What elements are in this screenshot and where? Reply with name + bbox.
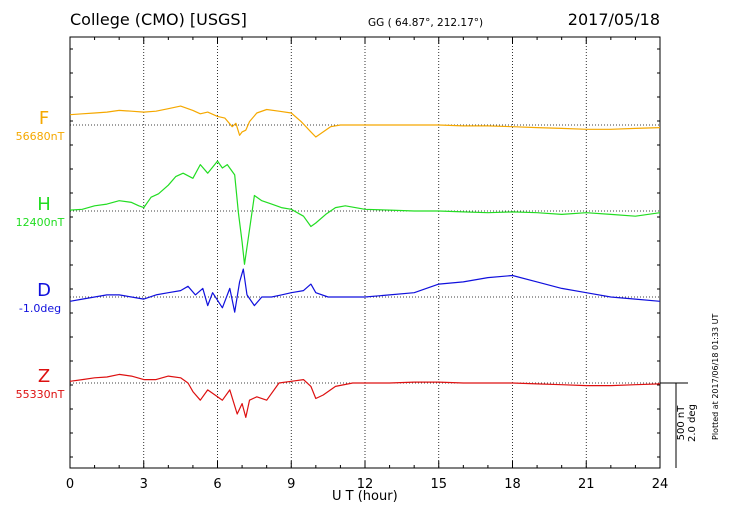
scale-bar-nt: 500 nT [676, 405, 687, 441]
x-axis-label: U T (hour) [332, 489, 398, 504]
series-line-h [69, 160, 661, 265]
panel-name-f: F [38, 108, 50, 129]
panel-name-h: H [37, 194, 51, 215]
x-tick-label: 3 [140, 477, 148, 492]
x-tick-label: 15 [430, 477, 447, 492]
chart-title: College (CMO) [USGS] [70, 10, 247, 29]
panel-baseline-h: 12400nT [15, 216, 65, 229]
panel-baseline-z: 55330nT [15, 388, 65, 401]
panel-name-z: Z [37, 366, 51, 387]
x-tick-label: 18 [504, 477, 521, 492]
x-tick-label: 6 [213, 477, 221, 492]
series-line-z [69, 373, 661, 418]
x-tick-label: 9 [287, 477, 295, 492]
x-tick-label: 0 [66, 477, 74, 492]
plotted-timestamp: Plotted at 2017/06/18 01:33 UT [711, 313, 720, 440]
series-line-f [69, 105, 661, 138]
panel-name-d: D [37, 280, 51, 301]
scale-bar-deg: 2.0 deg [687, 404, 698, 442]
panel-baseline-d: -1.0deg [18, 302, 62, 315]
x-tick-label: 24 [652, 477, 669, 492]
station-coordinates: GG ( 64.87°, 212.17°) [368, 17, 484, 29]
scale-bar-label: 500 nT 2.0 deg [676, 404, 698, 442]
panel-baseline-f: 56680nT [15, 130, 65, 143]
x-tick-label: 21 [578, 477, 595, 492]
chart-date: 2017/05/18 [567, 10, 660, 29]
x-tick-label: 12 [357, 477, 374, 492]
series-line-d [69, 268, 661, 313]
